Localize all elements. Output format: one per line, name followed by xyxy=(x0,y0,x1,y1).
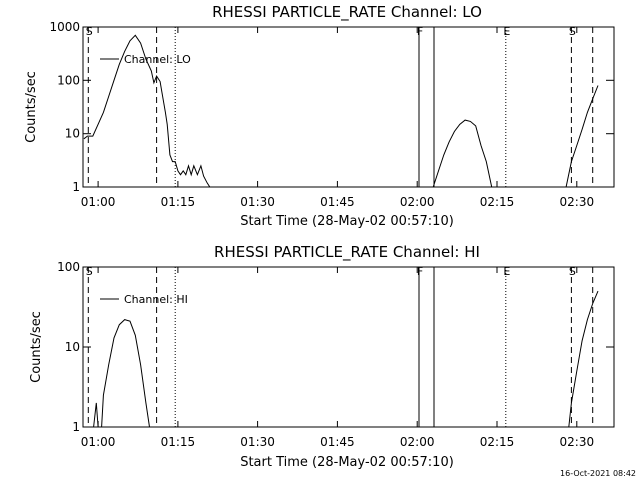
time-marker-label: S xyxy=(569,25,576,38)
ticks: 01:00 01:15 01:30 01:45 02:00 02:15 02:30 1 10 10… xyxy=(49,20,614,209)
y-tick-label: 100 xyxy=(57,73,80,87)
x-tick-label: 02:15 xyxy=(480,195,515,209)
plot-frame xyxy=(82,26,615,188)
series-lines xyxy=(93,290,599,428)
x-tick-label: 02:30 xyxy=(560,195,595,209)
series-line xyxy=(432,119,493,188)
x-tick-label: 01:45 xyxy=(320,195,355,209)
ticks: 01:00 01:15 01:30 01:45 02:00 02:15 02:30 1 10 10… xyxy=(57,260,614,449)
time-marker-label: E xyxy=(503,265,510,278)
series-lines xyxy=(83,34,599,188)
x-tick-label: 02:15 xyxy=(480,435,515,449)
chart-title: RHESSI PARTICLE_RATE Channel: HI xyxy=(214,243,480,262)
time-marker-label: S xyxy=(86,25,93,38)
x-tick-label: 01:15 xyxy=(161,435,196,449)
footer-timestamp: 16-Oct-2021 08:42 xyxy=(560,469,636,478)
x-axis-label: Start Time (28-May-02 00:57:10) xyxy=(240,455,454,470)
chart-title: RHESSI PARTICLE_RATE Channel: LO xyxy=(212,3,482,22)
y-tick-label: 10 xyxy=(65,127,80,141)
series-line xyxy=(93,402,99,428)
x-tick-label: 02:30 xyxy=(560,435,595,449)
series-line xyxy=(568,290,599,428)
x-tick-label: 02:00 xyxy=(400,435,435,449)
x-tick-label: 01:00 xyxy=(81,195,116,209)
y-tick-label: 1000 xyxy=(49,20,80,34)
x-tick-label: 01:45 xyxy=(320,435,355,449)
time-marker-label: F xyxy=(417,25,423,38)
series-line xyxy=(565,85,599,188)
time-marker-label: S xyxy=(569,265,576,278)
series-line xyxy=(83,34,211,188)
legend: Channel: LO xyxy=(100,53,191,66)
legend: Channel: HI xyxy=(100,293,188,306)
y-axis-label: Counts/sec xyxy=(24,71,39,143)
y-tick-label: 100 xyxy=(57,260,80,274)
y-axis-label: Counts/sec xyxy=(29,311,44,383)
x-tick-label: 01:00 xyxy=(81,435,116,449)
time-marker-label: E xyxy=(503,25,510,38)
panel-hi: RHESSI PARTICLE_RATE Channel: HI 01:00 01… xyxy=(29,243,615,470)
x-tick-label: 01:30 xyxy=(240,435,275,449)
legend-label: Channel: LO xyxy=(124,53,191,66)
panel-lo: RHESSI PARTICLE_RATE Channel: LO 01:00 01… xyxy=(24,3,615,229)
time-marker-label: S xyxy=(86,265,93,278)
series-line xyxy=(101,319,150,428)
x-tick-label: 01:15 xyxy=(161,195,196,209)
y-tick-label: 1 xyxy=(72,420,80,434)
x-tick-label: 01:30 xyxy=(240,195,275,209)
y-tick-label: 1 xyxy=(72,180,80,194)
y-tick-label: 10 xyxy=(65,340,80,354)
legend-label: Channel: HI xyxy=(124,293,188,306)
time-marker-label: F xyxy=(417,265,423,278)
x-tick-label: 02:00 xyxy=(400,195,435,209)
x-axis-label: Start Time (28-May-02 00:57:10) xyxy=(240,214,454,229)
